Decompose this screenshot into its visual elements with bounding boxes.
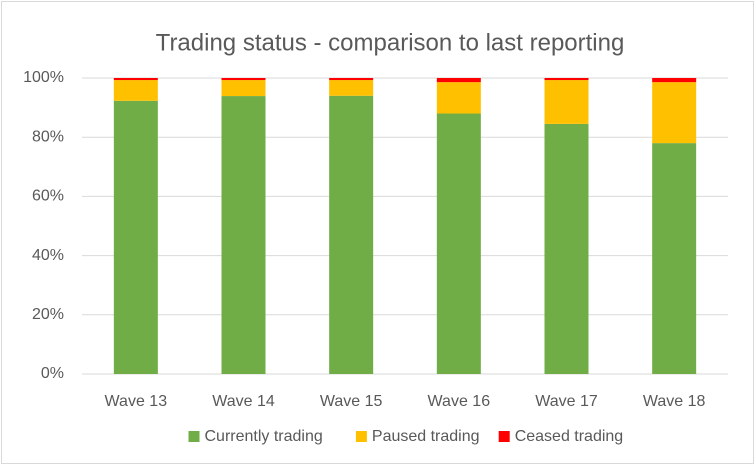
legend-swatch: [188, 431, 200, 442]
y-tick-label: 0%: [41, 365, 64, 382]
x-tick-label: Wave 16: [428, 393, 491, 410]
x-tick-label: Wave 15: [320, 393, 383, 410]
y-tick-label: 20%: [32, 306, 64, 323]
bar-segment: [436, 113, 481, 375]
legend-label: Currently trading: [205, 428, 323, 445]
bar-segment: [329, 80, 374, 96]
bar-segment: [113, 78, 158, 81]
bar-segment: [221, 96, 266, 374]
legend-label: Ceased trading: [515, 428, 624, 445]
x-tick-label: Wave 18: [643, 393, 706, 410]
bar-segment: [436, 78, 481, 83]
bar-segment: [113, 100, 158, 375]
chart-title: Trading status - comparison to last repo…: [156, 29, 625, 56]
bar-segment: [221, 78, 266, 81]
bar-segment: [544, 123, 589, 374]
x-tick-label: Wave 17: [535, 393, 598, 410]
legend-swatch: [498, 431, 510, 442]
bar-segment: [652, 82, 697, 144]
bar-segment: [221, 80, 266, 97]
legend-label: Paused trading: [372, 428, 480, 445]
bar-segment: [652, 143, 697, 374]
bar-segment: [329, 95, 374, 374]
x-tick-label: Wave 14: [212, 393, 275, 410]
bar-segment: [544, 80, 589, 124]
bar-segment: [329, 78, 374, 81]
y-tick-label: 100%: [23, 69, 64, 86]
y-tick-label: 80%: [32, 128, 64, 145]
bar-segment: [436, 82, 481, 114]
bar-segment: [544, 78, 589, 81]
bar-segment: [113, 80, 158, 101]
y-tick-label: 60%: [32, 188, 64, 205]
legend-swatch: [355, 431, 367, 442]
bar-segment: [652, 78, 697, 83]
x-tick-label: Wave 13: [105, 393, 168, 410]
y-tick-label: 40%: [32, 247, 64, 264]
